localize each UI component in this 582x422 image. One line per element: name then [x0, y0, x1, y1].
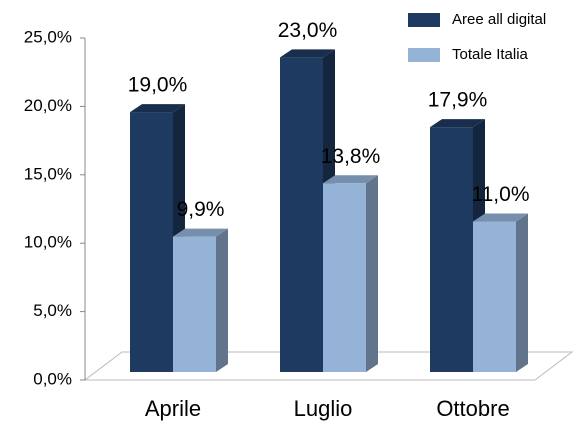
y-tick-label: 5,0%: [33, 301, 72, 320]
value-label: 19,0%: [128, 74, 188, 97]
bar: [173, 236, 216, 372]
bar-top: [473, 213, 528, 222]
bar-side: [366, 175, 378, 372]
y-tick-label: 25,0%: [24, 27, 72, 46]
y-tick-label: 20,0%: [24, 96, 72, 115]
bar-side: [516, 213, 528, 372]
bar-top: [280, 49, 335, 58]
value-label: 9,9%: [177, 198, 225, 221]
y-tick-label: 15,0%: [24, 164, 72, 183]
legend-swatch: [408, 13, 440, 27]
value-label: 23,0%: [278, 19, 338, 42]
x-tick-label: Aprile: [145, 396, 201, 421]
value-label: 11,0%: [472, 183, 530, 206]
x-tick-label: Ottobre: [436, 396, 509, 421]
bar-top: [173, 228, 228, 237]
bar: [430, 127, 473, 373]
bar: [473, 221, 516, 372]
bar: [280, 57, 323, 373]
bar-top: [430, 119, 485, 128]
legend-label: Totale Italia: [452, 46, 529, 63]
legend-swatch: [408, 48, 440, 62]
bar-top: [130, 104, 185, 113]
x-tick-label: Luglio: [294, 396, 353, 421]
y-tick-label: 0,0%: [33, 369, 72, 388]
value-label: 13,8%: [321, 145, 381, 168]
bar-side: [216, 228, 228, 372]
legend-label: Aree all digital: [452, 11, 546, 28]
bar-top: [323, 175, 378, 184]
bar: [323, 183, 366, 372]
bar: [130, 112, 173, 372]
value-label: 17,9%: [428, 89, 488, 112]
y-tick-label: 10,0%: [24, 233, 72, 252]
